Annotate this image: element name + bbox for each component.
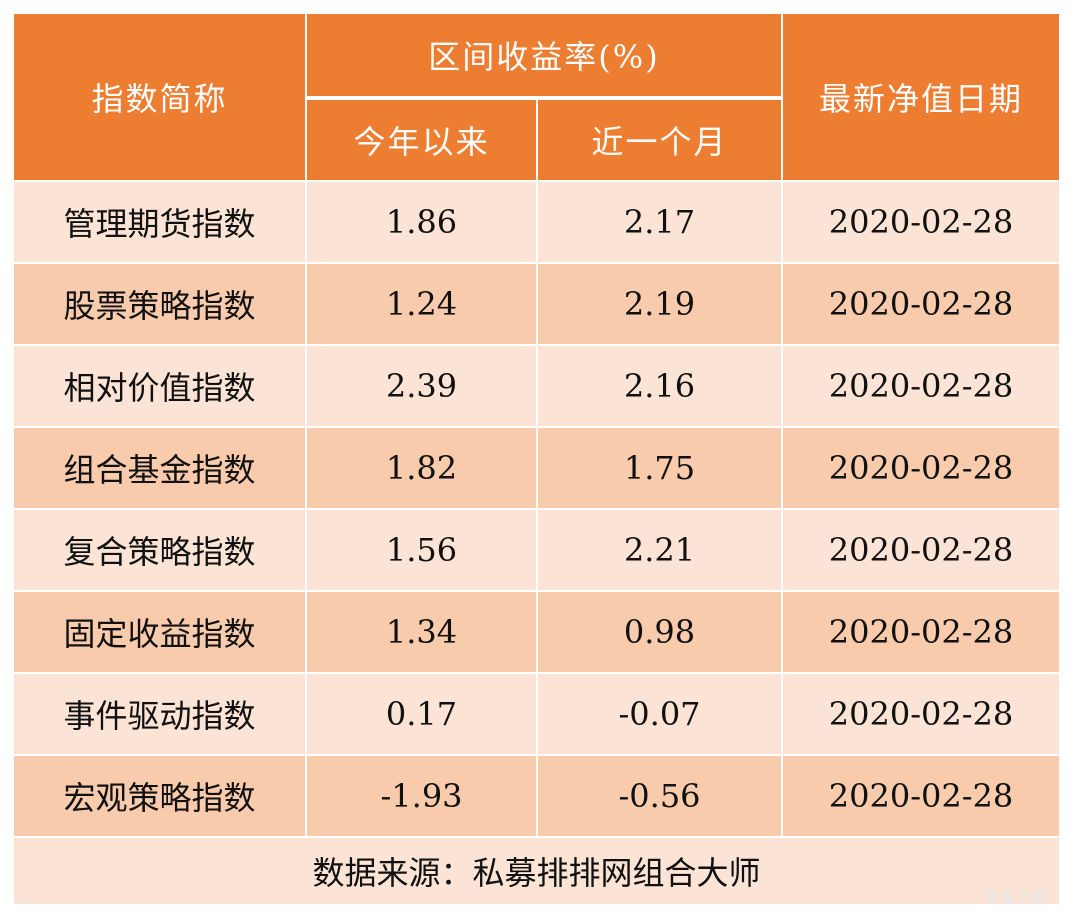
column-divider — [305, 346, 307, 426]
column-divider — [305, 182, 307, 262]
month-return-cell: -0.07 — [618, 695, 701, 733]
ytd-return-cell: -1.93 — [380, 777, 463, 815]
column-divider — [536, 756, 538, 836]
column-divider — [781, 510, 783, 590]
table-row: 事件驱动指数 0.17 -0.07 2020-02-28 — [14, 672, 1059, 754]
header-ytd: 今年以来 — [353, 123, 490, 161]
header-nav-date: 最新净值日期 — [818, 80, 1023, 118]
index-name-cell: 事件驱动指数 — [63, 697, 256, 735]
column-divider — [781, 592, 783, 672]
column-divider — [536, 182, 538, 262]
index-name-cell: 股票策略指数 — [63, 287, 256, 325]
header-index-name: 指数简称 — [91, 80, 228, 118]
month-return-cell: 1.75 — [623, 449, 696, 487]
month-return-cell: 2.21 — [623, 531, 696, 569]
watermark: 宽客之家 — [985, 888, 1046, 906]
table-row: 固定收益指数 1.34 0.98 2020-02-28 — [14, 590, 1059, 672]
index-name-cell: 管理期货指数 — [63, 205, 256, 243]
table-row: 复合策略指数 1.56 2.21 2020-02-28 — [14, 508, 1059, 590]
table-row: 组合基金指数 1.82 1.75 2020-02-28 — [14, 426, 1059, 508]
column-divider — [305, 756, 307, 836]
column-divider — [305, 510, 307, 590]
month-return-cell: -0.56 — [618, 777, 701, 815]
header-one-month: 近一个月 — [591, 123, 728, 161]
column-divider — [305, 264, 307, 344]
nav-date-cell: 2020-02-28 — [828, 449, 1014, 487]
column-divider — [781, 756, 783, 836]
column-divider — [305, 674, 307, 754]
column-divider — [781, 428, 783, 508]
column-divider — [781, 346, 783, 426]
table-row: 股票策略指数 1.24 2.19 2020-02-28 — [14, 262, 1059, 344]
ytd-return-cell: 1.86 — [385, 203, 458, 241]
header-divider — [536, 100, 538, 180]
month-return-cell: 2.16 — [623, 367, 696, 405]
index-return-table: 指数简称 区间收益率(%) 今年以来 近一个月 最新净值日期 管理期货指数 1.… — [14, 14, 1059, 904]
column-divider — [536, 510, 538, 590]
ytd-return-cell: 1.82 — [385, 449, 458, 487]
column-divider — [536, 428, 538, 508]
column-divider — [305, 592, 307, 672]
header-divider — [781, 14, 783, 180]
index-name-cell: 相对价值指数 — [63, 369, 256, 407]
column-divider — [536, 674, 538, 754]
nav-date-cell: 2020-02-28 — [828, 613, 1014, 651]
index-name-cell: 复合策略指数 — [63, 533, 256, 571]
ytd-return-cell: 1.24 — [385, 285, 458, 323]
ytd-return-cell: 1.56 — [385, 531, 458, 569]
column-divider — [781, 674, 783, 754]
nav-date-cell: 2020-02-28 — [828, 777, 1014, 815]
table-row: 宏观策略指数 -1.93 -0.56 2020-02-28 — [14, 754, 1059, 836]
column-divider — [536, 346, 538, 426]
nav-date-cell: 2020-02-28 — [828, 367, 1014, 405]
table-header: 指数简称 区间收益率(%) 今年以来 近一个月 最新净值日期 — [14, 14, 1059, 180]
header-return-group: 区间收益率(%) — [428, 38, 660, 76]
header-group-underline — [307, 96, 781, 100]
column-divider — [781, 264, 783, 344]
data-source-note: 数据来源：私募排排网组合大师 — [14, 836, 1059, 904]
nav-date-cell: 2020-02-28 — [828, 695, 1014, 733]
index-name-cell: 宏观策略指数 — [63, 779, 256, 817]
column-divider — [536, 264, 538, 344]
index-name-cell: 组合基金指数 — [63, 451, 256, 489]
column-divider — [536, 592, 538, 672]
month-return-cell: 2.17 — [623, 203, 696, 241]
month-return-cell: 0.98 — [623, 613, 696, 651]
header-divider — [305, 14, 307, 180]
index-name-cell: 固定收益指数 — [63, 615, 256, 653]
nav-date-cell: 2020-02-28 — [828, 285, 1014, 323]
column-divider — [305, 428, 307, 508]
column-divider — [781, 182, 783, 262]
table-row: 相对价值指数 2.39 2.16 2020-02-28 — [14, 344, 1059, 426]
table-row: 管理期货指数 1.86 2.17 2020-02-28 — [14, 180, 1059, 262]
ytd-return-cell: 0.17 — [385, 695, 458, 733]
ytd-return-cell: 2.39 — [385, 367, 458, 405]
month-return-cell: 2.19 — [623, 285, 696, 323]
nav-date-cell: 2020-02-28 — [828, 203, 1014, 241]
nav-date-cell: 2020-02-28 — [828, 531, 1014, 569]
ytd-return-cell: 1.34 — [385, 613, 458, 651]
